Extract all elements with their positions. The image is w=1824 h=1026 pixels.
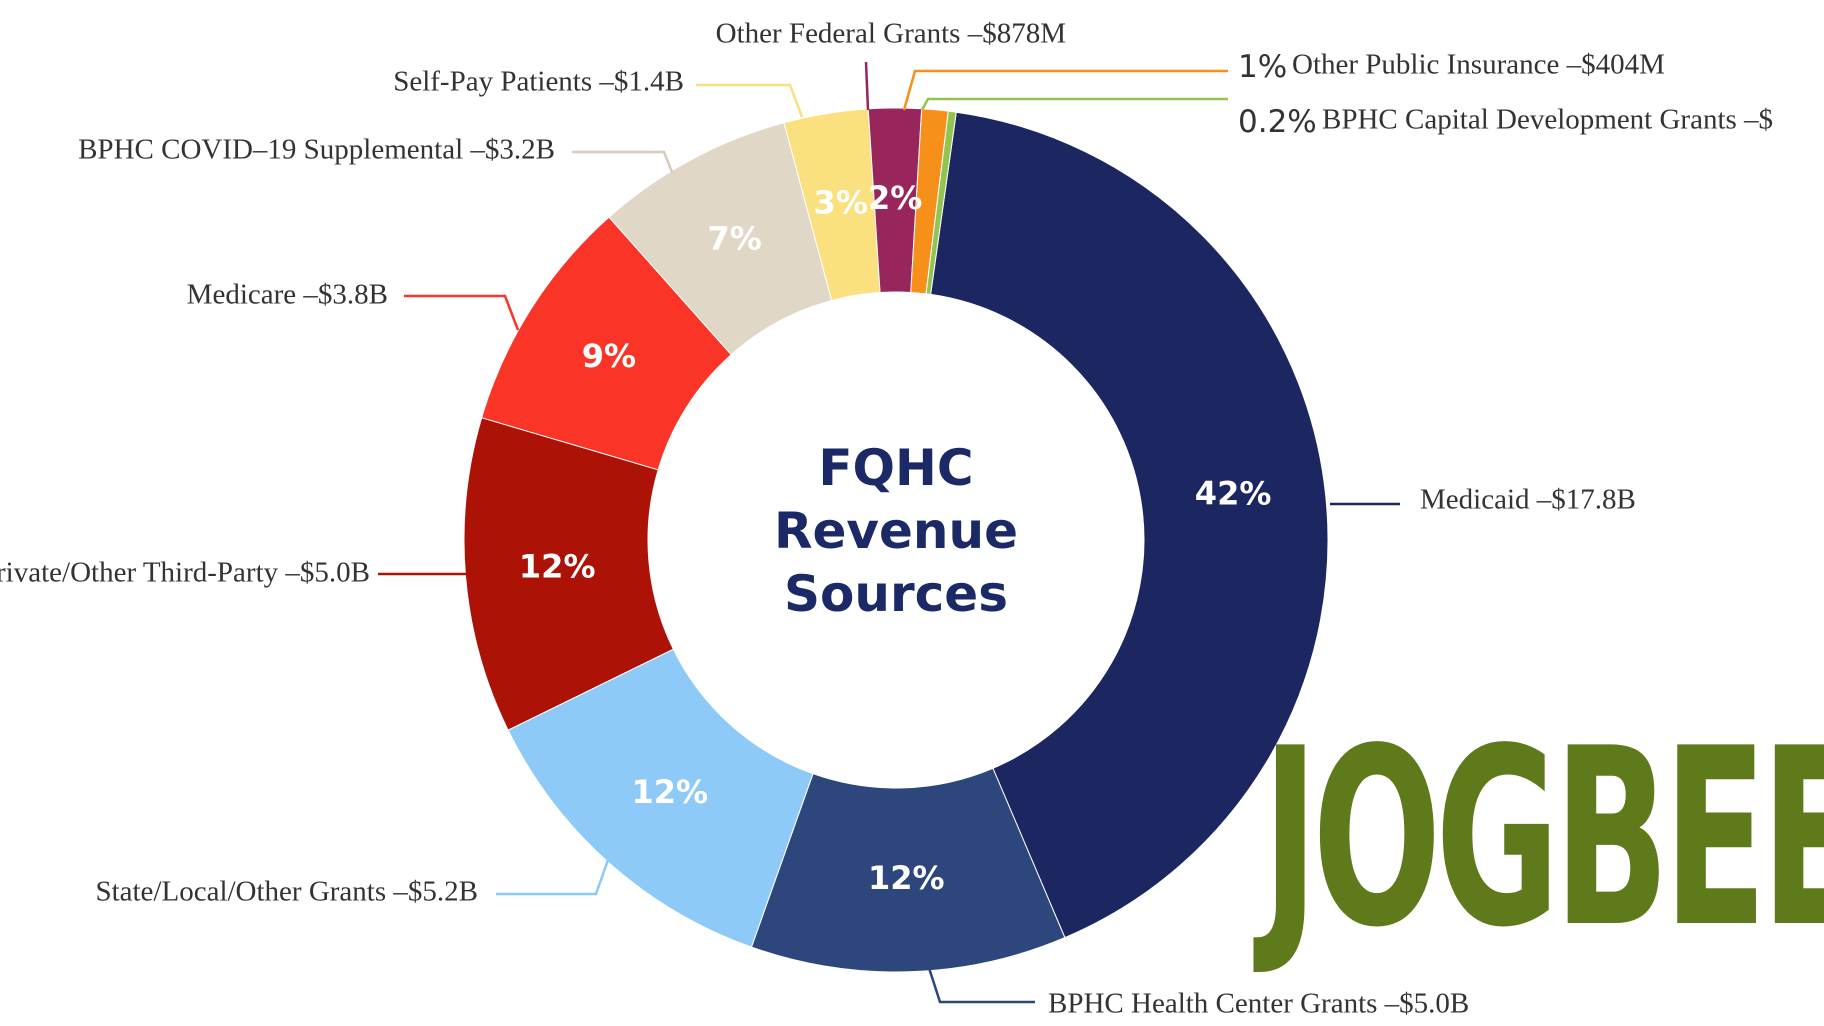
pct-label-group: 42% 12% 12% 12% 9% 7% 3% 2%: [519, 179, 1271, 897]
slice-label-3: State/Local/Other Grants –$5.2B: [95, 876, 478, 908]
slice-pct-label-1: 42%: [1195, 475, 1272, 513]
slice-label-8: Other Federal Grants –$878M: [716, 18, 1066, 50]
slice-pct-label-2: 12%: [868, 859, 945, 897]
slice-label-10: BPHC Capital Development Grants –$: [1322, 104, 1773, 136]
slice-label-7: Self-Pay Patients –$1.4B: [393, 66, 684, 98]
slice-3: [507, 648, 814, 948]
leader-line-5: [404, 294, 520, 331]
leader-line-3: [496, 859, 610, 896]
center-title: FQHC Revenue Sources: [774, 439, 1018, 623]
slice-group: [463, 107, 1329, 973]
slice-label-4: Private/Other Third-Party –$5.0B: [0, 557, 370, 589]
slice-pct-label-4: 12%: [519, 548, 596, 586]
slice-label-2: BPHC Health Center Grants –$5.0B: [1048, 988, 1469, 1020]
slice-pct-label-7: 3%: [814, 184, 868, 222]
leader-line-6: [572, 150, 674, 173]
slice-pct-label-6: 7%: [707, 220, 761, 258]
leader-line-9: [902, 69, 1228, 111]
leader-line-2: [918, 939, 1035, 1004]
jogbee-watermark-logo: JOGBEE: [1262, 696, 1824, 981]
slice-10: [925, 110, 957, 295]
slice-pct-label-3: 12%: [631, 773, 708, 811]
leader-line-7: [696, 83, 804, 118]
center-title-line-3: Sources: [784, 565, 1008, 623]
slice-label-9: Other Public Insurance –$404M: [1292, 49, 1665, 81]
center-title-line-1: FQHC: [818, 439, 973, 497]
leader-line-8: [864, 61, 870, 111]
leader-line-group: Medicaid –$17.8B BPHC Health Center Grant…: [0, 18, 1773, 1020]
center-title-line-2: Revenue: [774, 502, 1018, 560]
leader-pct-9: 1%: [1238, 49, 1287, 85]
slice-pct-label-5: 9%: [582, 337, 636, 375]
slice-label-1: Medicaid –$17.8B: [1420, 484, 1636, 516]
slice-pct-label-8: 2%: [868, 179, 922, 217]
slice-1: [930, 111, 1329, 939]
leader-line-10: [920, 97, 1228, 111]
leader-pct-10: 0.2%: [1238, 104, 1317, 140]
slice-label-6: BPHC COVID–19 Supplemental –$3.2B: [78, 134, 555, 166]
slice-label-5: Medicare –$3.8B: [187, 279, 388, 311]
